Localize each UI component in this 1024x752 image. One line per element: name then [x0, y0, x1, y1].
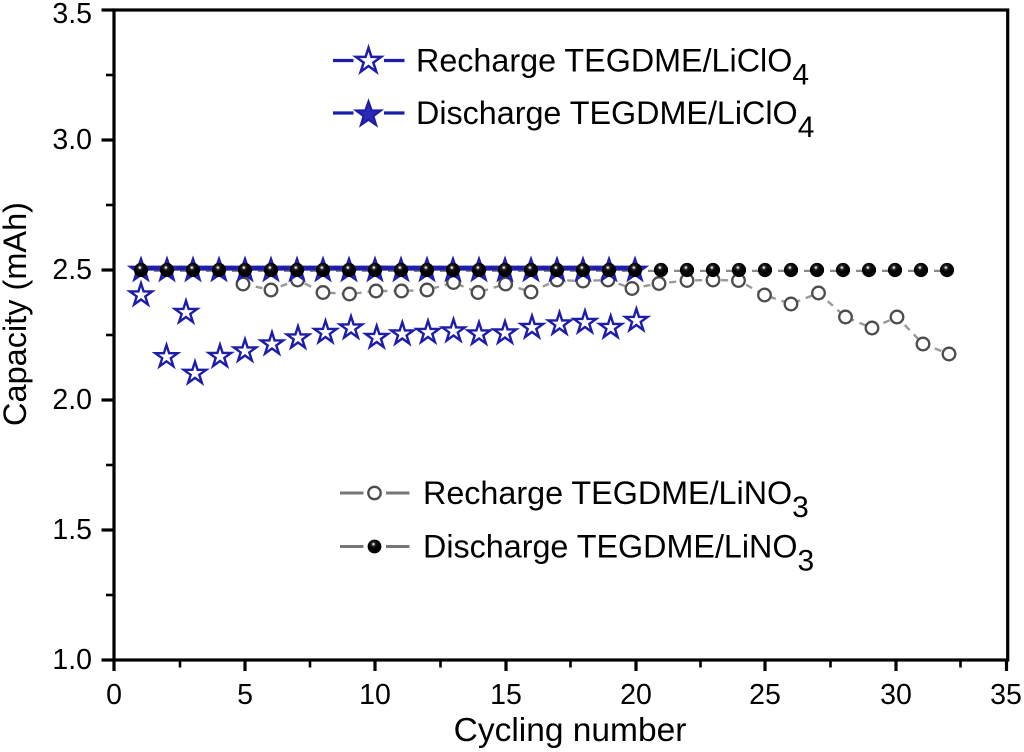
- svg-text:3.0: 3.0: [52, 124, 92, 156]
- svg-text:25: 25: [749, 679, 781, 711]
- svg-text:Cycling number: Cycling number: [454, 712, 687, 749]
- svg-text:0: 0: [106, 679, 122, 711]
- svg-text:5: 5: [237, 679, 253, 711]
- svg-text:2.0: 2.0: [52, 384, 92, 416]
- svg-text:15: 15: [490, 679, 522, 711]
- svg-text:1.0: 1.0: [52, 644, 92, 676]
- svg-text:10: 10: [359, 679, 391, 711]
- svg-text:1.5: 1.5: [52, 514, 92, 546]
- svg-text:35: 35: [990, 679, 1022, 711]
- svg-text:3.5: 3.5: [52, 0, 92, 30]
- svg-text:20: 20: [620, 679, 652, 711]
- svg-text:2.5: 2.5: [52, 254, 92, 286]
- svg-text:Capacity (mAh): Capacity (mAh): [0, 202, 33, 426]
- svg-text:30: 30: [880, 679, 912, 711]
